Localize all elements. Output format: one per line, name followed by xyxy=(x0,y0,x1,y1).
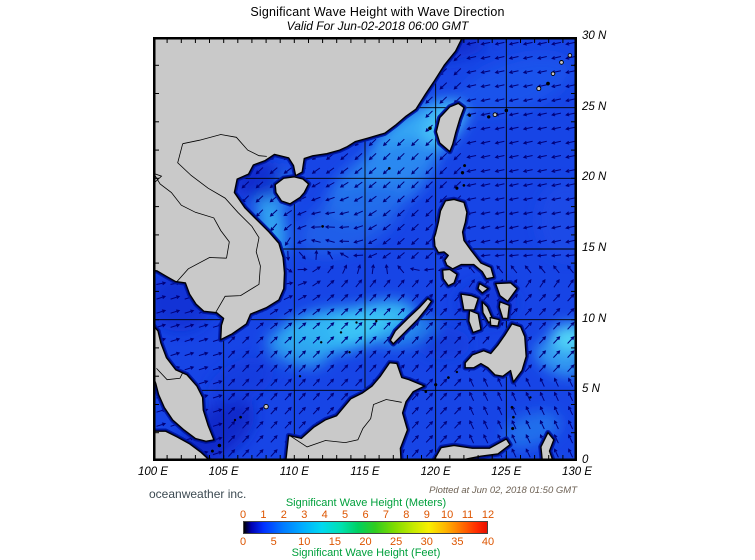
meters-tick: 0 xyxy=(239,509,247,521)
plotted-timestamp: Plotted at Jun 02, 2018 01:50 GMT xyxy=(429,485,577,496)
lat-tick-label: 30 N xyxy=(582,30,607,42)
meters-tick: 2 xyxy=(280,509,287,521)
meters-tick: 11 xyxy=(461,509,474,521)
country-borders xyxy=(153,134,402,448)
meters-tick: 5 xyxy=(342,509,349,521)
lat-tick-label: 0 xyxy=(582,454,589,466)
legend-meters-title: Significant Wave Height (Meters) xyxy=(285,497,447,509)
map-canvas xyxy=(153,37,577,461)
map-frame xyxy=(153,37,577,461)
lon-tick-label: 120 E xyxy=(420,466,451,478)
page-title: Significant Wave Height with Wave Direct… xyxy=(250,5,505,19)
feet-tick: 35 xyxy=(451,536,464,548)
oceanweather-credit: oceanweather inc. xyxy=(149,487,247,501)
feet-tick: 15 xyxy=(328,536,341,548)
valid-time-subtitle: Valid For Jun-02-2018 06:00 GMT xyxy=(286,19,469,33)
feet-tick: 30 xyxy=(420,536,433,548)
legend-feet-title: Significant Wave Height (Feet) xyxy=(291,547,441,559)
wave-height-map xyxy=(153,37,577,461)
meters-tick: 6 xyxy=(362,509,369,521)
meters-tick: 4 xyxy=(321,509,328,521)
lon-tick-label: 100 E xyxy=(137,466,169,478)
land-masses xyxy=(153,37,555,461)
lon-tick-label: 105 E xyxy=(208,466,239,478)
lon-tick-label: 115 E xyxy=(350,466,380,478)
feet-tick: 5 xyxy=(270,536,277,548)
meters-tick: 10 xyxy=(441,509,454,521)
meters-tick: 9 xyxy=(423,509,430,521)
lat-tick-label: 10 N xyxy=(582,312,607,325)
feet-tick: 10 xyxy=(298,536,311,548)
lat-tick-label: 25 N xyxy=(582,100,607,113)
meters-tick: 3 xyxy=(301,509,308,521)
wave-height-colorbar xyxy=(243,521,488,534)
meters-tick: 7 xyxy=(382,509,389,521)
lat-tick-label: 20 N xyxy=(582,171,607,184)
feet-tick: 20 xyxy=(359,536,372,548)
feet-tick: 40 xyxy=(481,536,495,548)
meters-tick: 8 xyxy=(403,509,410,521)
feet-tick: 25 xyxy=(390,536,403,548)
lat-tick-label: 5 N xyxy=(582,383,600,396)
meters-tick: 12 xyxy=(481,509,495,521)
lat-tick-label: 15 N xyxy=(582,242,607,254)
lon-tick-label: 125 E xyxy=(491,466,522,478)
lon-tick-label: 110 E xyxy=(279,466,309,478)
feet-tick: 0 xyxy=(239,536,247,548)
meters-tick: 1 xyxy=(260,509,267,521)
lon-tick-label: 130 E xyxy=(561,466,593,478)
map-layers xyxy=(153,37,577,461)
